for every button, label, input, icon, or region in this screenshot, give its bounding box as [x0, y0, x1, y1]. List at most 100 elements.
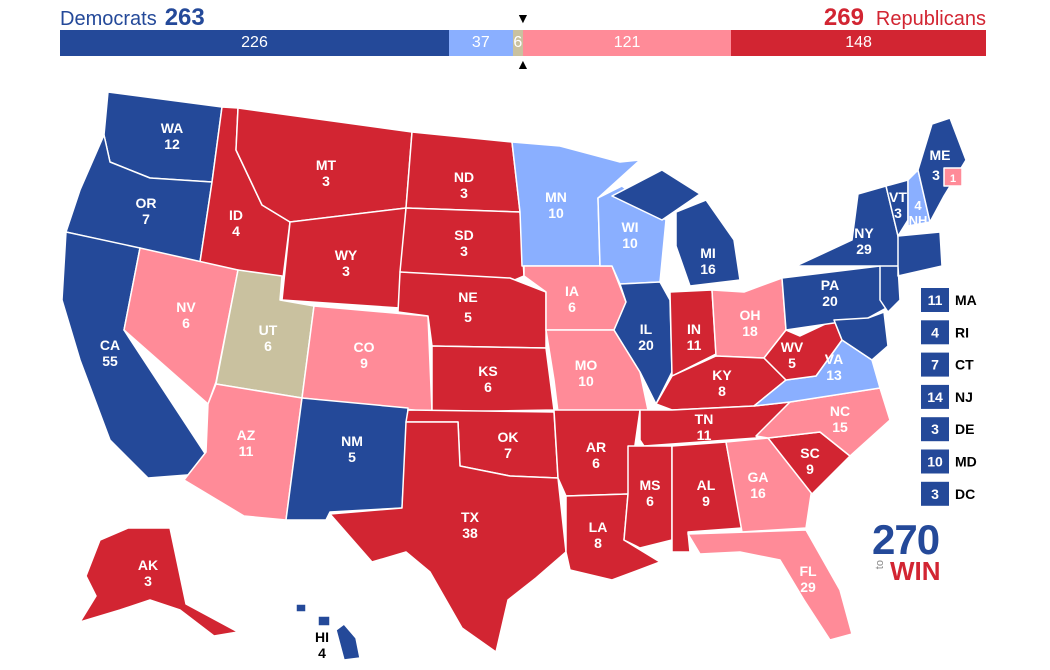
- tally-segment-tossup: 6: [512, 30, 523, 56]
- democrats-total: 263: [164, 4, 205, 31]
- label-wa: WA 12: [161, 120, 184, 152]
- democrats-label: Democrats: [60, 8, 157, 30]
- small-state-abbr: RI: [955, 324, 969, 340]
- label-ky: KY 8: [712, 367, 732, 399]
- label-nh: 4 NH: [909, 198, 928, 228]
- small-state-abbr: NJ: [955, 389, 973, 405]
- label-ca: CA 55: [100, 337, 120, 369]
- small-state-abbr: MD: [955, 454, 977, 470]
- small-state-abbr: DC: [955, 486, 975, 502]
- state-ma-ct-ri-nj[interactable]: [879, 231, 943, 313]
- small-state-box[interactable]: [921, 417, 949, 442]
- state-tx[interactable]: [329, 421, 567, 653]
- label-ms: MS 6: [640, 477, 661, 509]
- small-state-box[interactable]: [921, 352, 949, 377]
- label-ar: AR 6: [586, 439, 606, 471]
- center-marker-up-icon: ▲: [516, 56, 530, 72]
- label-tx: TX 38: [461, 509, 480, 541]
- label-il: IL 20: [638, 321, 654, 353]
- label-ak: AK 3: [138, 557, 158, 589]
- small-state-ev: 10: [927, 454, 943, 470]
- label-ks: KS 6: [478, 363, 497, 395]
- label-mn: MN 10: [545, 189, 567, 221]
- small-state-ev: 3: [931, 486, 939, 502]
- label-az: AZ 11: [237, 427, 256, 459]
- label-me: ME 3: [930, 147, 951, 183]
- small-state-box[interactable]: [921, 384, 949, 409]
- label-ga: GA 16: [748, 469, 769, 501]
- label-hi: HI 4: [315, 629, 329, 661]
- state-me[interactable]: [917, 117, 967, 223]
- tally-segment-lean-d: 37: [448, 30, 513, 56]
- state-fl[interactable]: [687, 529, 853, 641]
- label-co: CO 9: [354, 339, 375, 371]
- small-state-ri[interactable]: 4 RI: [921, 320, 969, 345]
- state-ny[interactable]: [795, 185, 903, 279]
- small-state-ev: 14: [927, 389, 943, 405]
- label-id: ID 4: [229, 207, 243, 239]
- label-sd: SD 3: [454, 227, 473, 259]
- label-ok: OK 7: [498, 429, 519, 461]
- small-state-list: 11 MA 4 RI 7 CT 14 NJ 3 DE 10 MD 3 DC: [921, 288, 977, 506]
- small-state-de[interactable]: 3 DE: [921, 417, 974, 442]
- logo-win: WIN: [890, 556, 941, 586]
- small-state-nj[interactable]: 14 NJ: [921, 384, 973, 409]
- label-ny: NY 29: [854, 225, 874, 257]
- republicans-header: 269 Republicans: [824, 4, 986, 32]
- small-state-box[interactable]: [921, 288, 949, 312]
- small-state-box[interactable]: [921, 481, 949, 506]
- state-md-de[interactable]: [833, 311, 889, 361]
- republicans-label: Republicans: [875, 8, 986, 30]
- label-la: LA 8: [589, 519, 608, 551]
- small-state-md[interactable]: 10 MD: [921, 449, 977, 474]
- label-ut: UT 6: [259, 322, 278, 354]
- label-ne: NE 5: [458, 289, 477, 325]
- small-state-ev: 11: [928, 292, 943, 308]
- label-ia: IA 6: [565, 283, 579, 315]
- state-me-district[interactable]: [943, 167, 963, 187]
- label-al: AL 9: [697, 477, 716, 509]
- small-state-abbr: MA: [955, 292, 977, 308]
- democrats-header: Democrats 263: [60, 4, 205, 32]
- state-ks[interactable]: [431, 345, 555, 413]
- state-ga[interactable]: [725, 437, 813, 533]
- 270towin-logo: 270 to WIN: [872, 516, 952, 586]
- state-ak[interactable]: [79, 527, 239, 637]
- label-pa: PA 20: [821, 277, 839, 309]
- small-state-dc[interactable]: 3 DC: [921, 481, 975, 506]
- label-nd: ND 3: [454, 169, 474, 201]
- label-sc: SC 9: [800, 445, 819, 477]
- logo-to: to: [874, 560, 886, 570]
- small-state-box[interactable]: [921, 449, 949, 474]
- small-state-ev: 4: [931, 324, 939, 340]
- state-sd[interactable]: [399, 207, 525, 283]
- small-state-abbr: DE: [955, 421, 974, 437]
- label-mo: MO 10: [575, 357, 598, 389]
- state-mi[interactable]: [611, 169, 741, 287]
- label-wi: WI 10: [621, 219, 638, 251]
- small-state-box[interactable]: [921, 320, 949, 345]
- state-pa[interactable]: [781, 265, 891, 331]
- tally-segment-safe-r: 148: [731, 30, 986, 56]
- label-tn: TN 11: [695, 411, 714, 443]
- small-state-ct[interactable]: 7 CT: [921, 352, 974, 377]
- electoral-tally-bar: 226 37 6 121 148: [60, 30, 986, 56]
- label-oh: OH 18: [740, 307, 761, 339]
- label-fl: FL 29: [799, 563, 817, 595]
- label-nv: NV 6: [176, 299, 196, 331]
- state-hi[interactable]: [295, 603, 361, 661]
- small-state-ev: 7: [931, 357, 939, 373]
- label-in: IN 11: [687, 321, 702, 353]
- label-vt: VT 3: [889, 189, 907, 221]
- label-wv: WV 5: [781, 339, 804, 371]
- small-state-abbr: CT: [955, 357, 974, 373]
- label-or: OR 7: [136, 195, 157, 227]
- label-mt: MT 3: [316, 157, 337, 189]
- label-mi: MI 16: [700, 245, 716, 277]
- label-me-district: 1: [950, 173, 956, 185]
- small-state-ma[interactable]: 11 MA: [921, 288, 977, 312]
- state-nm[interactable]: [285, 397, 409, 521]
- label-va: VA 13: [825, 351, 843, 383]
- center-marker-down-icon: ▼: [516, 10, 530, 26]
